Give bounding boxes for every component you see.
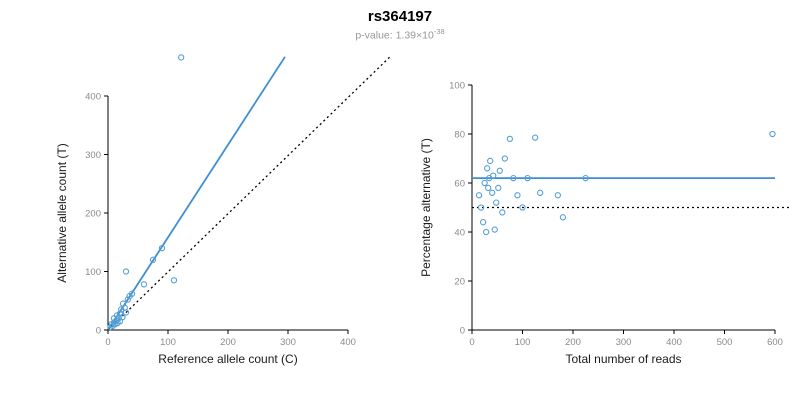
data-point bbox=[479, 219, 487, 226]
x-axis-label: Reference allele count (C) bbox=[158, 352, 297, 366]
data-point bbox=[524, 174, 531, 182]
y-tick-label: 20 bbox=[454, 276, 465, 287]
y-tick-label: 40 bbox=[454, 227, 465, 238]
x-tick-label: 0 bbox=[469, 337, 474, 348]
x-tick-label: 400 bbox=[666, 337, 682, 348]
allele-count-scatter: 0 100 200 300 400 0 100 200 300 400 Reference alle… bbox=[55, 54, 391, 366]
data-point bbox=[477, 204, 485, 211]
data-point bbox=[496, 167, 503, 174]
regression-line bbox=[107, 56, 286, 331]
data-point bbox=[122, 268, 130, 275]
x-tick-label: 0 bbox=[105, 337, 110, 348]
y-tick-label: 60 bbox=[454, 178, 465, 189]
data-point bbox=[140, 281, 148, 288]
data-point bbox=[501, 155, 508, 162]
x-tick-label: 600 bbox=[767, 337, 783, 348]
data-point bbox=[495, 184, 502, 192]
data-point bbox=[510, 174, 517, 182]
data-point bbox=[119, 313, 126, 321]
data-point bbox=[489, 189, 496, 196]
data-point bbox=[475, 192, 483, 199]
data-point bbox=[149, 256, 157, 263]
data-point bbox=[128, 290, 136, 297]
scatter-points bbox=[107, 54, 185, 331]
data-point bbox=[514, 192, 521, 199]
data-point bbox=[491, 226, 498, 233]
data-point bbox=[487, 157, 494, 165]
data-point bbox=[531, 134, 539, 141]
identity-line bbox=[107, 56, 391, 331]
data-point bbox=[490, 172, 497, 179]
y-tick-label: 400 bbox=[85, 91, 101, 102]
x-tick-label: 100 bbox=[160, 337, 176, 348]
pvalue-exponent: -38 bbox=[433, 27, 445, 36]
reads-percentage-scatter: 0 100 200 300 400 500 600 0 20 40 60 80 100 Total num… bbox=[419, 80, 792, 366]
data-point bbox=[118, 306, 125, 313]
x-axis-label: Total number of reads bbox=[565, 352, 681, 366]
data-point bbox=[506, 135, 514, 143]
y-tick-label: 300 bbox=[85, 150, 101, 161]
data-point bbox=[554, 192, 561, 199]
data-point bbox=[582, 174, 589, 182]
y-tick-label: 0 bbox=[460, 325, 465, 336]
x-tick-label: 200 bbox=[565, 337, 581, 348]
data-point bbox=[122, 309, 130, 316]
data-point bbox=[178, 54, 185, 61]
data-point bbox=[559, 214, 567, 221]
x-tick-label: 300 bbox=[616, 337, 632, 348]
data-point bbox=[537, 189, 544, 196]
data-point bbox=[499, 209, 506, 216]
y-tick-label: 0 bbox=[96, 325, 101, 336]
pvalue-text: p-value: 1.39×10 bbox=[355, 29, 434, 42]
data-point bbox=[519, 204, 526, 211]
data-point bbox=[124, 296, 131, 303]
y-axis-label: Alternative allele count (T) bbox=[55, 143, 69, 282]
data-point bbox=[483, 165, 491, 172]
x-tick-label: 300 bbox=[280, 337, 296, 348]
y-tick-label: 100 bbox=[449, 80, 465, 91]
data-point bbox=[170, 277, 178, 284]
data-point bbox=[158, 244, 166, 252]
plot-title: rs364197 bbox=[367, 8, 433, 25]
data-point bbox=[493, 199, 500, 206]
x-tick-label: 400 bbox=[340, 337, 356, 348]
data-point bbox=[769, 130, 776, 138]
y-tick-label: 200 bbox=[85, 208, 101, 219]
y-tick-label: 80 bbox=[454, 129, 465, 140]
x-tick-label: 200 bbox=[220, 337, 236, 348]
data-point bbox=[485, 184, 492, 192]
x-tick-label: 500 bbox=[717, 337, 733, 348]
data-point bbox=[481, 179, 488, 187]
data-point bbox=[482, 228, 490, 236]
x-tick-label: 100 bbox=[515, 337, 531, 348]
y-tick-label: 100 bbox=[85, 267, 101, 278]
plot-subtitle: p-value: 1.39×10-38 bbox=[0, 27, 800, 42]
y-axis-label: Percentage alternative (T) bbox=[419, 138, 433, 277]
scatter-points bbox=[475, 130, 776, 236]
